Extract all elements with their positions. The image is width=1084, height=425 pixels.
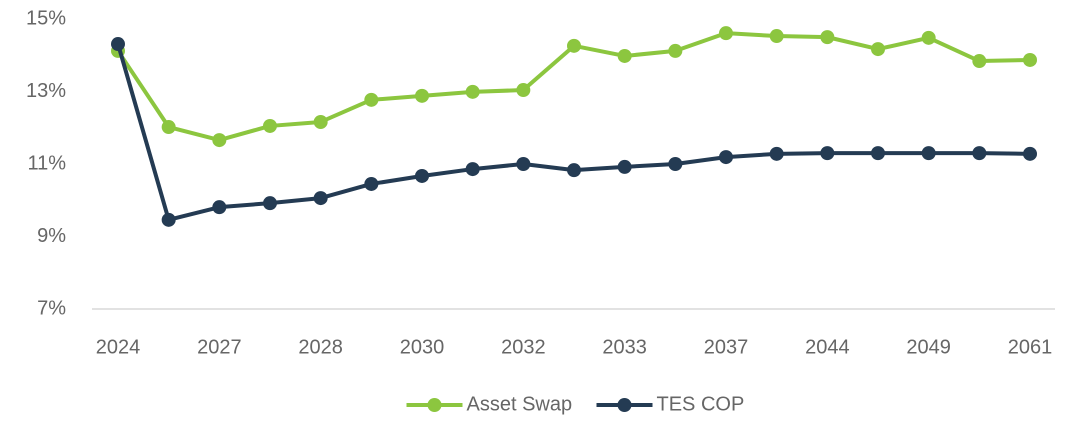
x-tick-label: 2037 — [704, 336, 749, 358]
data-point — [769, 146, 784, 161]
data-point — [972, 146, 987, 161]
y-tick-label: 11% — [27, 152, 66, 174]
data-point — [212, 200, 227, 215]
data-point — [921, 146, 936, 161]
y-tick-label: 9% — [37, 225, 66, 247]
data-point — [212, 133, 227, 148]
data-point — [161, 120, 176, 135]
data-point — [567, 163, 581, 178]
legend-marker — [617, 398, 632, 412]
data-point — [516, 83, 531, 98]
data-point — [465, 162, 480, 177]
data-point — [415, 168, 429, 183]
data-point — [364, 92, 379, 107]
data-point — [111, 37, 125, 52]
data-point — [1023, 52, 1037, 67]
y-tick-label: 7% — [37, 297, 66, 319]
x-tick-label: 2049 — [906, 336, 951, 358]
x-tick-label: 2028 — [298, 336, 343, 358]
data-point — [516, 157, 531, 171]
x-tick-label: 2027 — [197, 336, 242, 358]
data-point — [1023, 146, 1037, 161]
data-point — [617, 159, 632, 174]
x-tick-label: 2044 — [805, 336, 850, 358]
data-point — [161, 212, 176, 227]
data-point — [820, 30, 835, 45]
data-point — [668, 43, 683, 58]
data-point — [263, 196, 277, 211]
y-tick-label: 15% — [26, 7, 66, 29]
data-point — [668, 157, 683, 171]
data-point — [415, 88, 429, 103]
data-point — [719, 26, 733, 41]
data-point — [263, 118, 277, 133]
legend-label: TES COP — [657, 393, 745, 415]
x-tick-label: 2030 — [400, 336, 445, 358]
data-point — [871, 42, 885, 57]
x-tick-label: 2024 — [96, 336, 141, 358]
data-point — [871, 146, 885, 161]
data-point — [719, 150, 733, 165]
data-point — [567, 38, 581, 53]
x-tick-label: 2032 — [501, 336, 546, 358]
legend-marker — [427, 398, 442, 412]
data-point — [364, 176, 379, 191]
y-tick-label: 13% — [26, 80, 66, 102]
data-point — [921, 30, 936, 45]
data-point — [313, 191, 328, 206]
x-tick-label: 2033 — [602, 336, 647, 358]
legend-label: Asset Swap — [467, 393, 573, 415]
data-point — [769, 29, 784, 44]
data-point — [465, 84, 480, 99]
data-point — [617, 48, 632, 63]
data-point — [820, 146, 835, 161]
data-point — [972, 54, 987, 69]
x-tick-label: 2061 — [1008, 336, 1053, 358]
data-point — [313, 114, 328, 129]
